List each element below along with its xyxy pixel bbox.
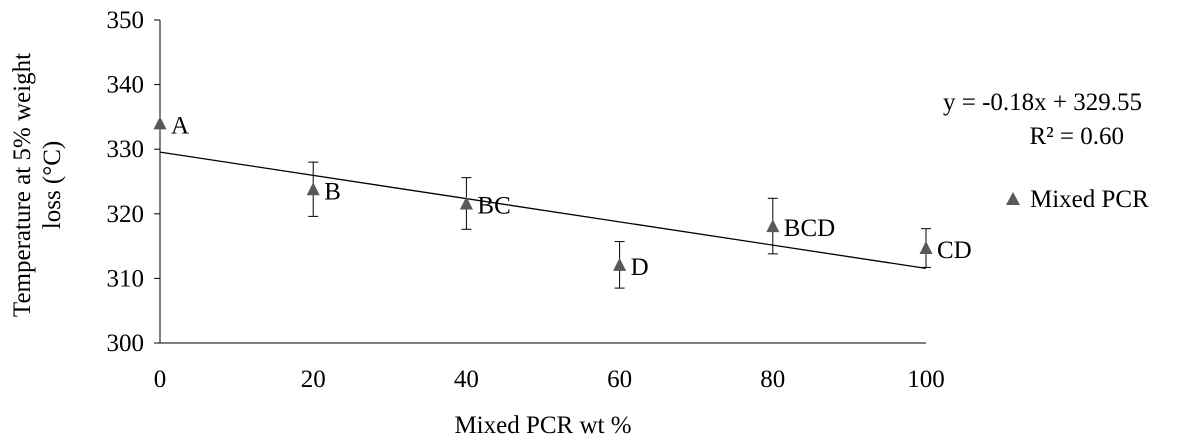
x-tick-label: 60 xyxy=(607,366,632,393)
data-point-label: BCD xyxy=(784,215,835,242)
legend-marker-triangle-icon xyxy=(1006,192,1020,205)
y-tick-label: 300 xyxy=(107,330,145,357)
data-point-label: D xyxy=(631,254,649,281)
trendline-equation: y = -0.18x + 329.55 xyxy=(943,89,1142,116)
y-tick-label: 350 xyxy=(107,7,145,34)
x-axis-title: Mixed PCR wt % xyxy=(454,412,631,439)
axes: 300 310 320 330 340 350 0 20 40 60 80 100 xyxy=(107,7,945,393)
data-point-marker xyxy=(459,196,473,210)
data-point-marker xyxy=(306,182,320,196)
data-point-marker xyxy=(153,116,167,130)
data-point-label: CD xyxy=(937,237,972,264)
y-tick-label: 340 xyxy=(107,72,145,99)
y-tick-label: 320 xyxy=(107,201,145,228)
data-point-marker xyxy=(919,241,933,255)
x-tick-label: 20 xyxy=(301,366,326,393)
y-axis-title-line-1: Temperature at 5% weight xyxy=(9,53,36,317)
data-markers xyxy=(153,116,933,271)
trendline xyxy=(159,151,927,270)
trendline-r-squared: R² = 0.60 xyxy=(1029,123,1124,150)
data-point-label: BC xyxy=(477,192,510,219)
x-tick-label: 0 xyxy=(154,366,167,393)
y-tick-label: 330 xyxy=(107,136,145,163)
y-tick-label: 310 xyxy=(107,265,145,292)
legend-label: Mixed PCR xyxy=(1030,186,1149,213)
trendline-group xyxy=(159,151,927,270)
data-point-marker xyxy=(766,219,780,233)
data-point-marker xyxy=(613,257,627,271)
legend: Mixed PCR xyxy=(1006,186,1149,213)
y-axis-title-line-2: loss (°C) xyxy=(39,141,66,229)
data-point-label: A xyxy=(171,112,189,139)
y-axis-title: Temperature at 5% weight loss (°C) xyxy=(9,53,66,317)
x-tick-label: 80 xyxy=(760,366,785,393)
x-tick-label: 40 xyxy=(454,366,479,393)
data-point-label: B xyxy=(324,178,341,205)
x-tick-label: 100 xyxy=(907,366,945,393)
